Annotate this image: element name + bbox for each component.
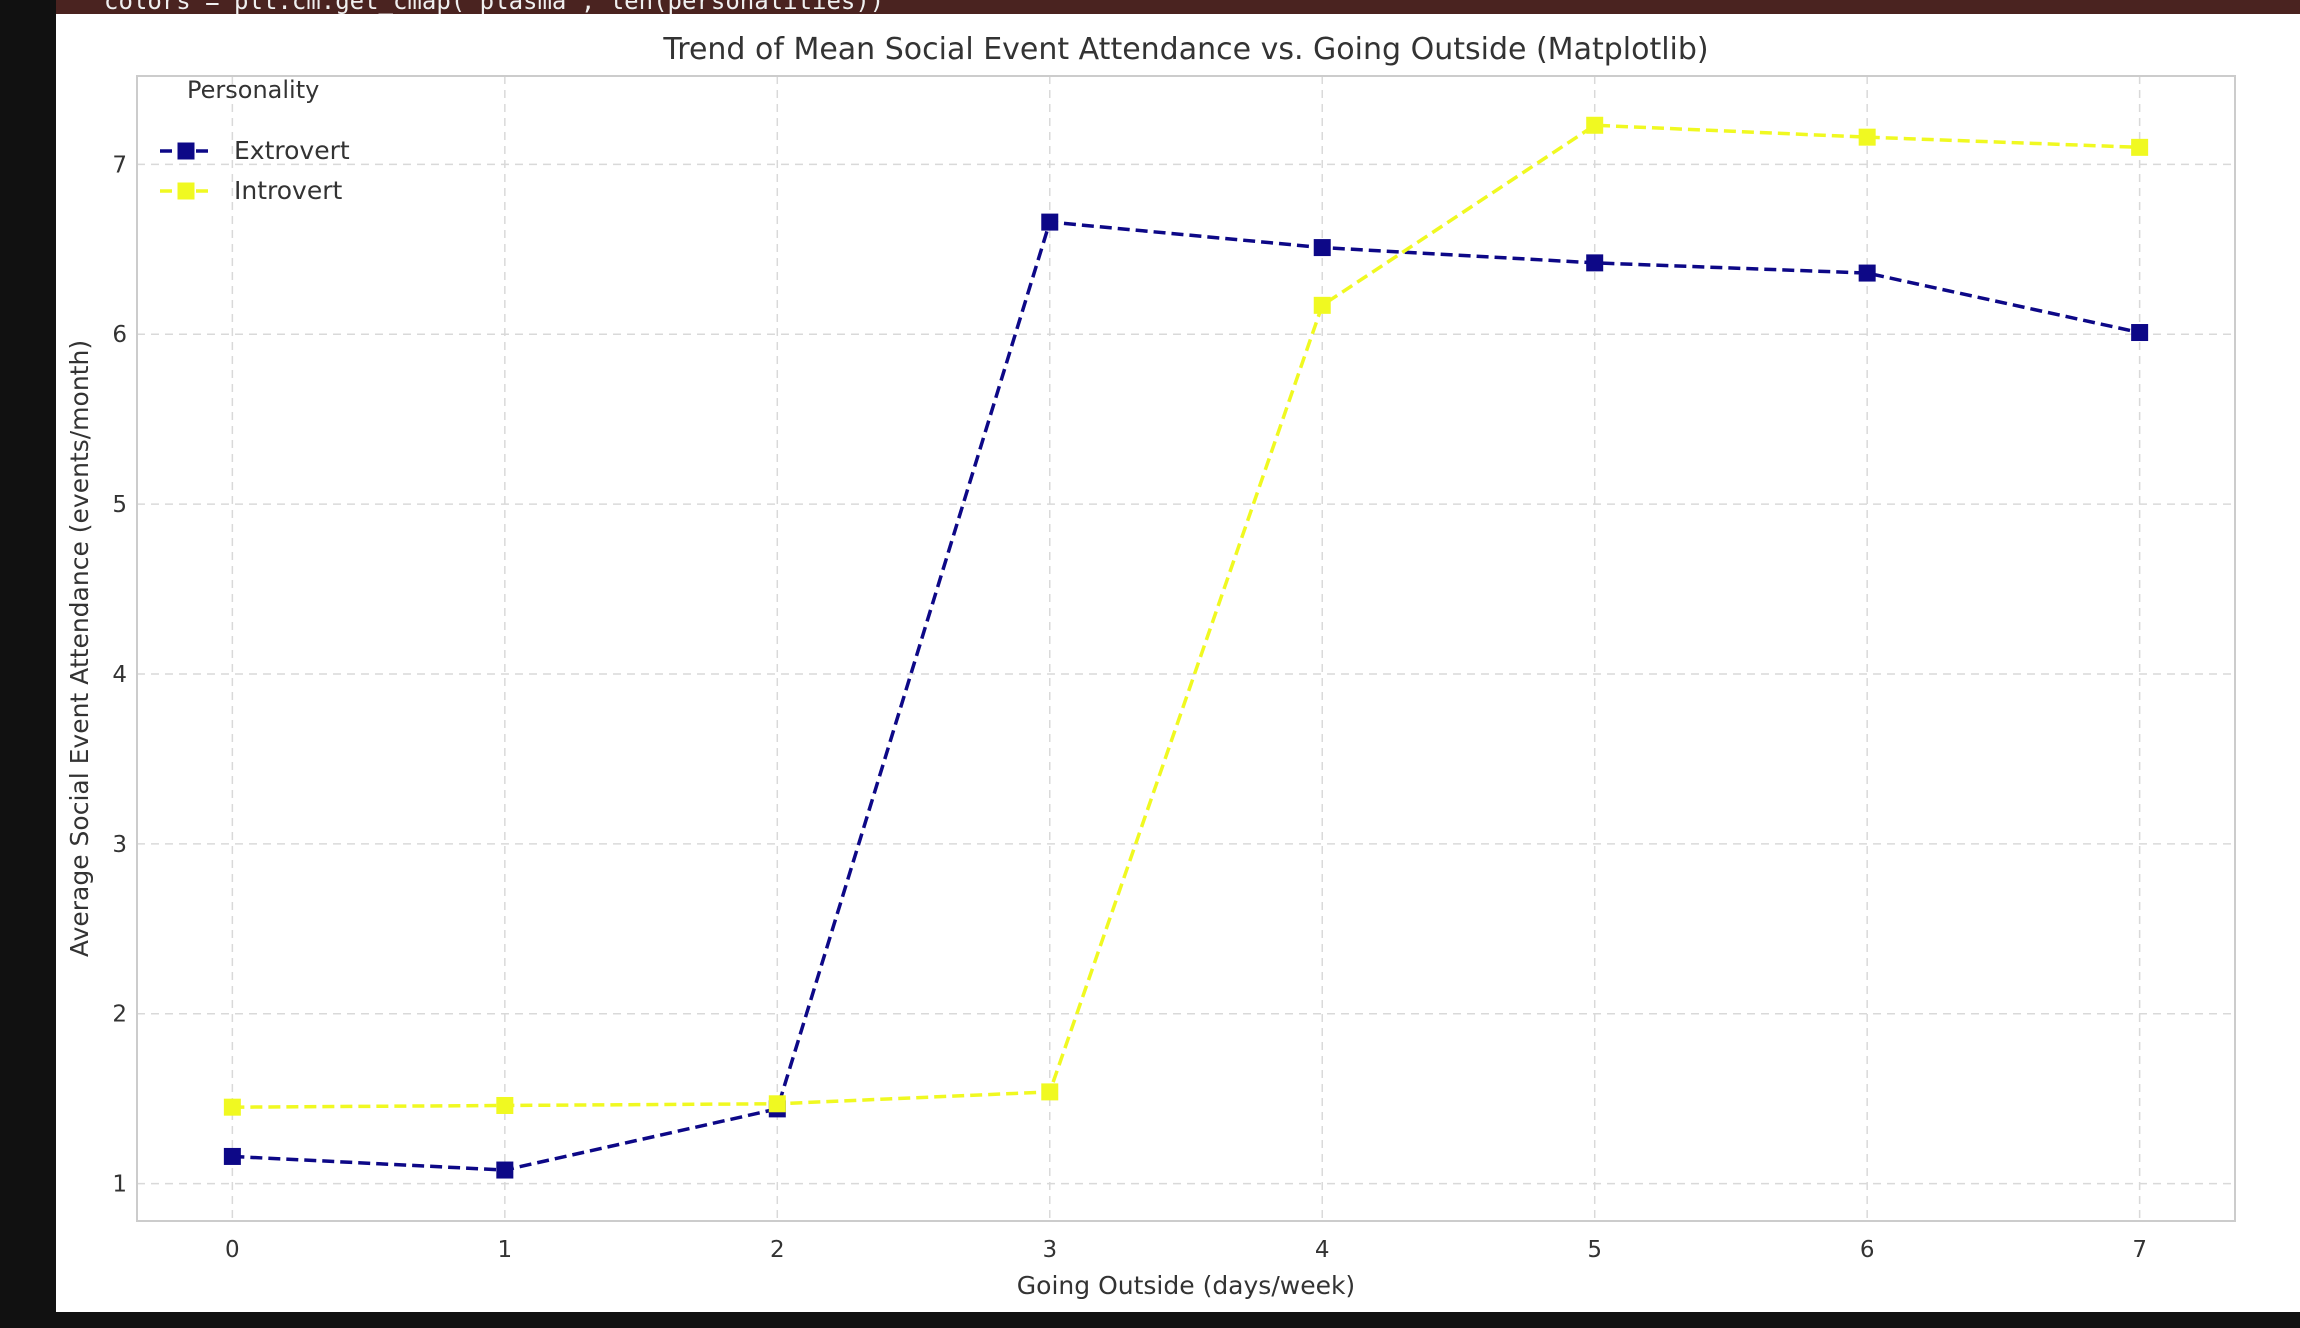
y-tick-label-0: 1 xyxy=(112,1172,127,1198)
line-chart: 0 1 2 3 4 5 6 7 1 2 3 4 5 6 7 Trend of Mean Social Eve… xyxy=(65,32,2236,1300)
code-line-text: colors = plt.cm.get_cmap('plasma', len(p… xyxy=(104,0,885,14)
data-point-extrovert-0 xyxy=(223,1147,241,1165)
data-point-extrovert-4 xyxy=(1313,239,1331,257)
x-axis-label: Going Outside (days/week) xyxy=(1017,1271,1355,1300)
series-line-introvert xyxy=(232,123,2140,1109)
data-point-extrovert-3 xyxy=(1041,213,1059,231)
x-tick-label-1: 1 xyxy=(498,1237,513,1263)
tick-labels: 0 1 2 3 4 5 6 7 1 2 3 4 5 6 7 xyxy=(112,152,2147,1263)
series-line-extrovert xyxy=(232,220,2141,1172)
x-tick-label-7: 7 xyxy=(2132,1237,2147,1263)
y-tick-label-1: 2 xyxy=(112,1002,127,1028)
y-axis-label: Average Social Event Attendance (events/… xyxy=(65,340,94,957)
data-point-introvert-4 xyxy=(1313,296,1331,314)
legend-title: Personality xyxy=(187,76,319,104)
data-point-introvert-6 xyxy=(1858,128,1876,146)
data-point-extrovert-1 xyxy=(496,1161,514,1179)
y-tick-label-5: 6 xyxy=(112,322,127,348)
data-point-introvert-0 xyxy=(223,1098,241,1116)
x-tick-label-0: 0 xyxy=(225,1237,240,1263)
data-point-extrovert-5 xyxy=(1586,254,1604,272)
chart-figure: 0 1 2 3 4 5 6 7 1 2 3 4 5 6 7 Trend of Mean Social Eve… xyxy=(56,14,2300,1312)
code-cell-top-fragment: colors = plt.cm.get_cmap('plasma', len(p… xyxy=(56,0,2300,14)
code-cell-bottom-fragment xyxy=(56,1312,2300,1328)
series-introvert xyxy=(223,116,2149,1116)
legend-label-extrovert: Extrovert xyxy=(234,136,350,165)
x-tick-label-3: 3 xyxy=(1042,1237,1057,1263)
legend-marker-extrovert xyxy=(177,142,195,160)
grid-lines xyxy=(137,76,2235,1221)
data-point-introvert-1 xyxy=(496,1096,514,1114)
data-point-introvert-2 xyxy=(768,1095,786,1113)
data-point-introvert-5 xyxy=(1586,116,1604,134)
data-point-extrovert-6 xyxy=(1858,264,1876,282)
x-tick-label-6: 6 xyxy=(1860,1237,1875,1263)
y-tick-label-2: 3 xyxy=(112,832,127,858)
data-point-extrovert-7 xyxy=(2131,324,2149,342)
y-tick-label-4: 5 xyxy=(112,492,127,518)
y-tick-label-3: 4 xyxy=(112,662,127,688)
data-point-introvert-3 xyxy=(1041,1083,1059,1101)
chart-title: Trend of Mean Social Event Attendance vs… xyxy=(662,32,1708,67)
series-extrovert xyxy=(223,213,2149,1179)
x-tick-label-4: 4 xyxy=(1315,1237,1330,1263)
axes-frame xyxy=(136,75,2236,1222)
legend-label-introvert: Introvert xyxy=(234,176,342,205)
legend-marker-introvert xyxy=(177,182,195,200)
x-tick-label-2: 2 xyxy=(770,1237,785,1263)
y-tick-label-6: 7 xyxy=(112,152,127,178)
series-lines xyxy=(223,116,2149,1179)
data-point-introvert-7 xyxy=(2131,138,2149,156)
x-tick-label-5: 5 xyxy=(1587,1237,1602,1263)
legend: Personality Extrovert Introvert xyxy=(160,76,350,205)
